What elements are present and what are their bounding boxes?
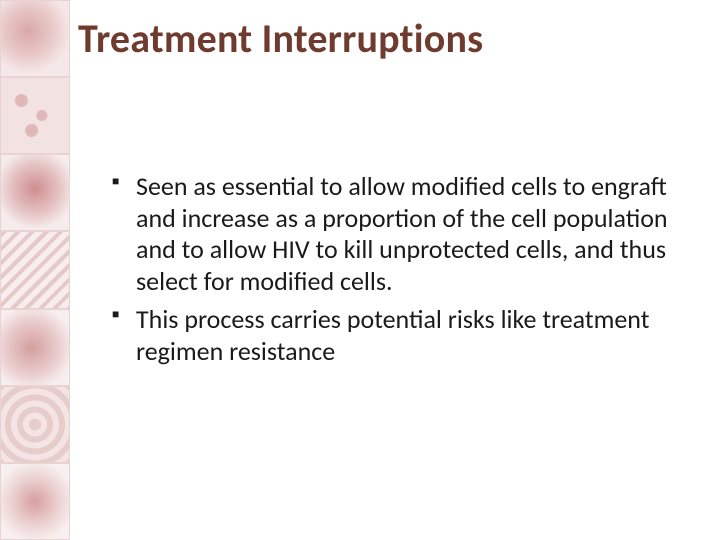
- slide-title: Treatment Interruptions: [70, 0, 720, 63]
- bullet-list: Seen as essential to allow modified cell…: [70, 63, 720, 367]
- decorative-virus-icon: [0, 154, 70, 231]
- decorative-dna-icon: [0, 231, 70, 308]
- decorative-tissue-icon: [0, 386, 70, 463]
- decorative-virus-icon: [0, 463, 70, 540]
- decorative-cells-icon: [0, 77, 70, 154]
- decorative-virus-icon: [0, 0, 70, 77]
- decorative-virus-icon: [0, 309, 70, 386]
- sidebar-image-strip: [0, 0, 70, 540]
- list-item: This process carries potential risks lik…: [112, 304, 684, 367]
- slide-content: Treatment Interruptions Seen as essentia…: [70, 0, 720, 540]
- list-item: Seen as essential to allow modified cell…: [112, 171, 684, 298]
